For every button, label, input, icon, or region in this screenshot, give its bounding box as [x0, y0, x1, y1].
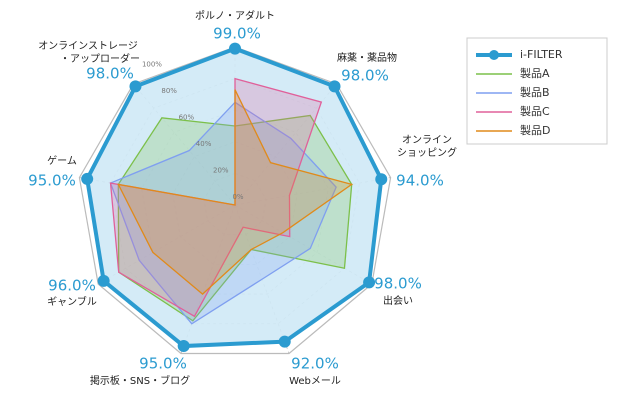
r-tick-label: 40% — [196, 140, 212, 148]
category-label: ポルノ・アダルト — [195, 9, 275, 22]
grid-line — [78, 46, 392, 355]
value-label: 99.0% — [213, 25, 261, 43]
category-label: ショッピング — [397, 146, 457, 159]
value-label: 96.0% — [48, 277, 96, 295]
series-area — [117, 114, 353, 322]
category-label: Webメール — [289, 376, 341, 387]
series-area — [85, 46, 384, 349]
category-label: 出会い — [383, 294, 413, 307]
category-label: ギャンブル — [47, 295, 97, 308]
value-label: 94.0% — [396, 172, 444, 190]
legend-label: 製品C — [520, 104, 550, 118]
data-point — [129, 80, 142, 93]
data-point — [328, 80, 341, 93]
r-tick-label: 20% — [213, 166, 229, 174]
value-label: 92.0% — [291, 355, 339, 373]
data-point — [278, 335, 291, 348]
value-label: 98.0% — [341, 67, 389, 85]
legend-label: 製品B — [520, 85, 550, 99]
value-label: 98.0% — [86, 65, 134, 83]
legend-label: 製品A — [520, 66, 550, 80]
category-label: ゲーム — [47, 155, 77, 167]
legend-label: i-FILTER — [520, 48, 563, 61]
category-label: 掲示板・SNS・ブログ — [90, 374, 190, 387]
r-tick-label: 80% — [161, 87, 177, 95]
value-label: 95.0% — [139, 355, 187, 373]
data-point — [363, 276, 376, 289]
series-area — [117, 89, 354, 295]
r-tick-label: 0% — [232, 193, 243, 201]
r-tick-label: 100% — [142, 60, 162, 68]
r-tick-label: 60% — [179, 113, 195, 121]
category-label: 麻薬・薬品物 — [337, 51, 397, 64]
data-point — [81, 172, 94, 185]
data-point — [177, 340, 190, 353]
category-label: オンライン — [402, 134, 452, 146]
series-area — [109, 101, 337, 325]
legend-marker — [489, 50, 499, 60]
data-point — [97, 274, 110, 287]
category-label: オンラインストレージ — [38, 40, 138, 52]
value-label: 95.0% — [28, 172, 76, 190]
data-point — [375, 173, 388, 186]
legend-label: 製品D — [520, 123, 550, 137]
data-point — [229, 42, 241, 55]
value-label: 98.0% — [374, 275, 422, 293]
category-label: ・アップローダー — [60, 52, 140, 65]
